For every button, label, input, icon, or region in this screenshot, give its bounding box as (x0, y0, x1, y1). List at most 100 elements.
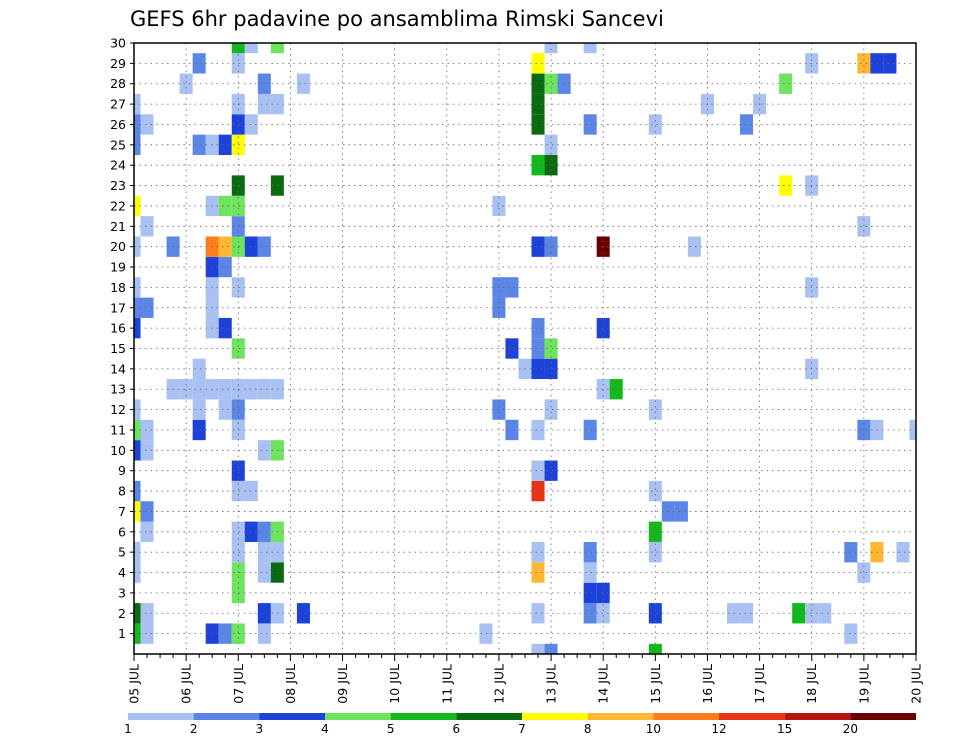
x-tick-label: 05 JUL (127, 664, 142, 704)
heatmap-cell (857, 216, 871, 237)
heatmap-cell (531, 236, 545, 257)
heatmap-cell (883, 53, 897, 74)
heatmap-cell (134, 603, 141, 624)
heatmap-cell (134, 440, 141, 461)
heatmap-cell (505, 277, 519, 298)
y-tick-label: 8 (118, 484, 126, 499)
heatmap-cell (140, 623, 154, 644)
heatmap-cell (179, 379, 193, 400)
heatmap-cell (192, 358, 206, 380)
heatmap-cell (296, 73, 310, 94)
heatmap-cell (687, 236, 701, 257)
heatmap-cell (257, 541, 271, 563)
heatmap-cell (583, 114, 597, 135)
x-tick-label: 19 JUL (856, 664, 871, 704)
colorbar-label: 20 (843, 722, 858, 736)
heatmap-cell (257, 379, 271, 400)
heatmap-cell (179, 73, 193, 94)
colorbar-label: 7 (518, 722, 526, 736)
heatmap-cell (609, 379, 623, 400)
heatmap-cell (531, 53, 545, 74)
heatmap-cell (596, 603, 610, 624)
heatmap-cell (779, 73, 793, 94)
heatmap-cell (140, 521, 154, 542)
heatmap-cell (531, 73, 545, 94)
y-tick-label: 17 (110, 300, 126, 315)
heatmap-cell (231, 379, 245, 400)
heatmap-cell (583, 419, 597, 441)
heatmap-cell (674, 501, 688, 522)
y-tick-label: 1 (118, 626, 126, 641)
heatmap-cell (583, 43, 597, 54)
colorbar-swatch (850, 713, 916, 720)
heatmap-cell (192, 419, 206, 441)
heatmap-cell (134, 236, 141, 257)
colorbar-legend: 1 2 3 4 5 6 7 8 10 12 15 20 (124, 713, 916, 736)
heatmap-cell (531, 419, 545, 441)
colorbar-label: 1 (124, 722, 132, 736)
colorbar-label: 4 (321, 722, 329, 736)
heatmap-cell (583, 603, 597, 624)
heatmap-cell (218, 134, 232, 156)
heatmap-cell (231, 399, 245, 420)
y-tick-label: 9 (118, 463, 126, 478)
heatmap-cell (257, 562, 271, 583)
x-tick-label: 08 JUL (283, 664, 298, 704)
heatmap-cell (134, 501, 141, 522)
x-tick-label: 11 JUL (439, 664, 454, 704)
heatmap-cell (257, 93, 271, 115)
colorbar-label: 3 (256, 722, 264, 736)
x-tick-label: 20 JUL (909, 664, 924, 704)
heatmap-cell (583, 562, 597, 583)
heatmap-cell (257, 623, 271, 644)
heatmap-cell (231, 419, 245, 441)
heatmap-cell (544, 399, 558, 420)
heatmap-cell (192, 53, 206, 74)
colorbar-swatch (784, 713, 851, 720)
chart-title: GEFS 6hr padavine po ansamblima Rimski S… (130, 7, 664, 31)
heatmap-cell (740, 114, 754, 135)
y-tick-label: 15 (110, 341, 126, 356)
heatmap-cell (896, 541, 910, 563)
heatmap-cell (140, 603, 154, 624)
heatmap-cell (270, 43, 284, 54)
colorbar-swatch (456, 713, 522, 720)
y-tick-label: 2 (118, 606, 126, 621)
heatmap-cell (531, 541, 545, 563)
heatmap-cell (231, 277, 245, 298)
heatmap-cell (231, 460, 245, 481)
heatmap-cell (531, 155, 545, 176)
y-tick-label: 14 (110, 361, 126, 376)
heatmap-cell (231, 43, 245, 54)
heatmap-cell (544, 460, 558, 481)
heatmap-cell (531, 643, 545, 654)
colorbar-swatch (325, 713, 391, 720)
heatmap-cell (231, 175, 245, 196)
colorbar-swatch (719, 713, 785, 720)
heatmap-cell (857, 53, 871, 74)
heatmap-cell (492, 399, 506, 420)
y-tick-label: 22 (110, 198, 126, 213)
heatmap-cell (779, 175, 793, 196)
heatmap-cell (844, 623, 858, 644)
y-tick-label: 21 (110, 219, 126, 234)
x-tick-label: 09 JUL (335, 664, 350, 704)
colorbar-swatch (193, 713, 260, 720)
heatmap-cell (231, 53, 245, 74)
heatmap-cell (244, 521, 258, 542)
y-tick-label: 26 (110, 117, 126, 132)
heatmap-cell (544, 73, 558, 94)
heatmap-cell (531, 338, 545, 359)
heatmap-cell (134, 134, 141, 156)
y-tick-label: 20 (110, 239, 126, 254)
heatmap-cell (505, 338, 519, 359)
heatmap-cell (134, 297, 141, 318)
heatmap-cell (134, 541, 141, 563)
y-tick-label: 16 (110, 321, 126, 336)
heatmap-cell (531, 93, 545, 115)
heatmap-cell (257, 73, 271, 94)
heatmap-cell (648, 114, 662, 135)
heatmap-cell (134, 419, 141, 441)
heatmap-cell (231, 562, 245, 583)
